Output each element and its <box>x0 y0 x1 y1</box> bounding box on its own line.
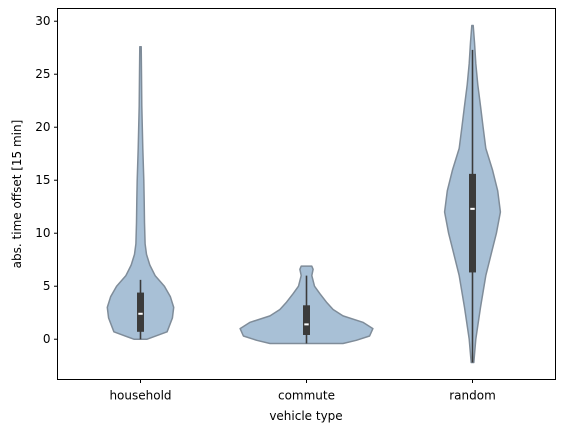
x-tick-label: commute <box>278 389 335 403</box>
violin-iqr-box-household <box>137 292 144 332</box>
y-tick-label: 30 <box>35 14 50 28</box>
violin-body-household <box>106 45 175 340</box>
y-tick-label: 20 <box>35 120 50 134</box>
x-tick-label: household <box>109 389 171 403</box>
y-axis: 0 5 10 15 20 25 30 <box>35 14 58 346</box>
y-tick-label: 5 <box>43 279 51 293</box>
y-tick-label: 25 <box>35 67 50 81</box>
y-tick-label: 10 <box>35 226 50 240</box>
y-axis-label: abs. time offset [15 min] <box>10 120 24 269</box>
violins-layer <box>106 24 502 364</box>
x-axis-label: vehicle type <box>269 409 342 423</box>
x-tick-label: random <box>449 389 496 403</box>
x-axis: household commute random <box>109 379 496 403</box>
violin-iqr-box-commute <box>303 305 310 335</box>
y-tick-label: 0 <box>43 332 51 346</box>
y-tick-label: 15 <box>35 173 50 187</box>
violin-iqr-box-random <box>469 173 476 273</box>
